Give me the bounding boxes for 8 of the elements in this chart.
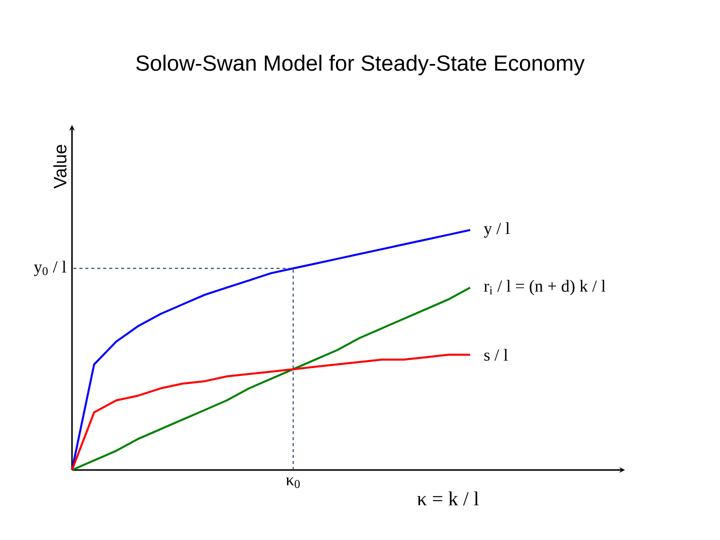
y-axis-title: Value [53, 144, 66, 189]
annotation: y$_{0}$ / l [34, 260, 66, 276]
x-axis-title: κ = k / l [417, 491, 479, 506]
text: κ$_{0}$ [286, 477, 300, 488]
series-label: r$_{i}$ / l = (n + d) k / l [484, 280, 606, 296]
chart-title: Solow-Swan Model for Steady-State Economy [136, 54, 585, 76]
series-label: y / l [484, 222, 510, 238]
series-label: s / l [484, 348, 508, 361]
